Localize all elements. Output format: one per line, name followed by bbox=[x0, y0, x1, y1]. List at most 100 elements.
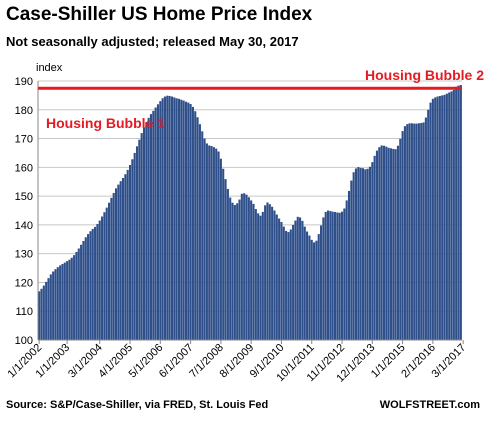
bar bbox=[166, 95, 169, 341]
y-tick-label: 160 bbox=[15, 162, 33, 174]
bar bbox=[66, 261, 69, 340]
bar bbox=[101, 216, 104, 340]
bar bbox=[282, 226, 285, 340]
bar bbox=[229, 197, 232, 340]
bar bbox=[154, 107, 157, 340]
bar bbox=[292, 224, 295, 340]
bar bbox=[75, 251, 78, 340]
bar bbox=[352, 172, 355, 340]
bar bbox=[82, 241, 85, 340]
source-note: Source: S&P/Case-Shiller, via FRED, St. … bbox=[6, 399, 269, 411]
bar bbox=[56, 267, 59, 340]
bar bbox=[401, 131, 404, 340]
bar bbox=[303, 226, 306, 340]
bar bbox=[224, 179, 227, 340]
bar bbox=[396, 145, 399, 340]
bar bbox=[420, 123, 423, 341]
bar bbox=[315, 240, 318, 340]
y-tick-label: 100 bbox=[15, 335, 33, 347]
bar bbox=[431, 98, 434, 340]
bar bbox=[152, 110, 155, 341]
bar bbox=[359, 167, 362, 340]
bar bbox=[163, 96, 167, 340]
bar bbox=[445, 93, 448, 340]
bar bbox=[254, 209, 257, 340]
annotations: Housing Bubble 1 Housing Bubble 2 bbox=[38, 67, 484, 131]
bar bbox=[87, 234, 90, 340]
bar bbox=[336, 212, 339, 340]
y-tick-label: 150 bbox=[15, 191, 33, 203]
bar bbox=[438, 95, 441, 341]
bar bbox=[294, 220, 297, 340]
bar bbox=[424, 117, 427, 340]
bar bbox=[159, 101, 162, 340]
bar bbox=[413, 123, 416, 340]
bar bbox=[145, 122, 148, 341]
bar bbox=[135, 146, 139, 340]
bar bbox=[96, 224, 99, 340]
bar bbox=[231, 202, 234, 340]
bar bbox=[208, 145, 211, 340]
bar bbox=[364, 169, 367, 340]
bar bbox=[345, 200, 348, 340]
bar bbox=[406, 124, 409, 340]
bar bbox=[399, 138, 402, 340]
bar bbox=[203, 138, 206, 340]
bar bbox=[264, 205, 267, 340]
bar bbox=[278, 218, 281, 340]
bar bbox=[175, 98, 178, 341]
bar bbox=[205, 143, 208, 340]
bar bbox=[210, 146, 213, 340]
bar bbox=[287, 232, 290, 340]
bar bbox=[299, 217, 302, 340]
bar bbox=[217, 151, 220, 340]
bar bbox=[459, 85, 462, 340]
bar bbox=[415, 123, 418, 340]
bar bbox=[324, 211, 327, 340]
bar bbox=[338, 212, 341, 340]
bar bbox=[329, 211, 332, 340]
bar bbox=[138, 139, 141, 340]
bar bbox=[201, 131, 204, 340]
bar bbox=[40, 288, 43, 340]
bar bbox=[142, 127, 146, 340]
bar bbox=[233, 205, 236, 340]
bar bbox=[184, 101, 187, 340]
bar bbox=[80, 244, 83, 340]
bar bbox=[333, 211, 337, 340]
bar bbox=[77, 248, 80, 340]
bar bbox=[91, 228, 94, 340]
bar bbox=[306, 231, 309, 340]
bar bbox=[327, 210, 330, 340]
bar bbox=[170, 96, 174, 340]
bars bbox=[38, 85, 462, 341]
brand-label: WOLFSTREET.com bbox=[379, 399, 480, 411]
bar bbox=[38, 291, 41, 340]
bar bbox=[73, 255, 76, 340]
bar bbox=[110, 197, 113, 340]
bar bbox=[245, 194, 248, 340]
bar bbox=[119, 181, 122, 340]
bar bbox=[371, 162, 374, 340]
bar bbox=[247, 197, 250, 340]
bar bbox=[408, 123, 411, 340]
bar bbox=[140, 133, 143, 340]
bar bbox=[429, 102, 432, 340]
bar bbox=[385, 146, 388, 340]
bar bbox=[187, 102, 190, 340]
bar bbox=[457, 85, 460, 340]
bar bbox=[156, 104, 160, 340]
bar bbox=[340, 211, 344, 340]
bar bbox=[280, 222, 283, 340]
bar bbox=[59, 265, 62, 340]
bar bbox=[196, 117, 199, 340]
bar bbox=[268, 204, 271, 340]
bar bbox=[322, 217, 325, 340]
bar bbox=[194, 111, 197, 340]
bar bbox=[443, 94, 446, 340]
bar bbox=[243, 193, 246, 340]
bar bbox=[455, 86, 458, 340]
bar bbox=[168, 95, 171, 341]
bar bbox=[126, 169, 129, 340]
bar bbox=[313, 242, 316, 340]
